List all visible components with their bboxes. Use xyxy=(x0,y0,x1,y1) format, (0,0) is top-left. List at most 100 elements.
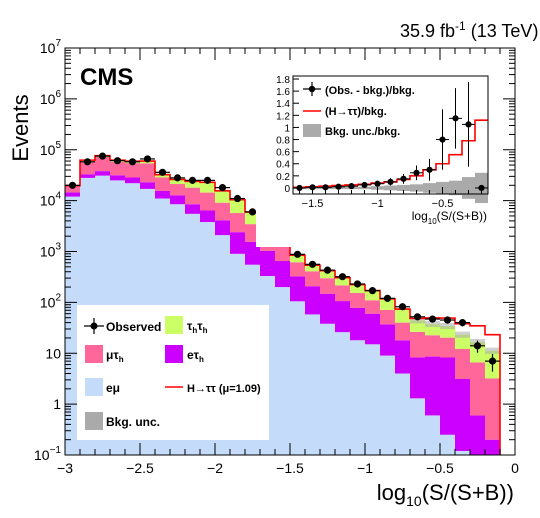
observed-point xyxy=(233,194,242,203)
legend-emu: eμ xyxy=(85,378,120,396)
y-tick-label: 10−1 xyxy=(34,445,61,463)
legend-tautau: τhτh xyxy=(165,316,208,335)
observed-point xyxy=(383,294,392,302)
inset-legend-obs-label: (Obs. - bkg.)/bkg. xyxy=(325,85,415,97)
inset-obs-point xyxy=(439,136,446,143)
stack-bar-tautau xyxy=(440,326,456,338)
inset-obs-point xyxy=(296,184,303,192)
inset-obs-point xyxy=(361,181,368,189)
inset-y-axis: 00.20.40.60.8 11.21.41.61.8 xyxy=(276,75,299,195)
stack-bar-tautau xyxy=(305,265,321,272)
inset-obs-point xyxy=(452,115,459,122)
observed-point xyxy=(113,157,122,165)
bkg-uncertainty-band xyxy=(485,347,500,354)
observed-point xyxy=(368,287,377,295)
legend-bkgunc-label: Bkg. unc. xyxy=(106,415,160,429)
stack-bar-mutau xyxy=(470,362,486,416)
stack-bar-etau xyxy=(380,324,396,356)
inset-bkg-unc-band xyxy=(449,180,462,196)
x-tick-label: −2.5 xyxy=(126,460,154,476)
stack-bar-tautau xyxy=(170,179,186,185)
stack-bar-mutau xyxy=(440,337,456,358)
legend-tautau-label: τhτh xyxy=(187,319,208,335)
inset-y-tick-label: 0 xyxy=(284,184,290,195)
stack-bar-tautau xyxy=(185,181,201,188)
legend-mutau-label: μτh xyxy=(106,348,124,364)
stack-bar-etau xyxy=(410,357,426,399)
stack-bar-etau xyxy=(290,276,306,302)
observed-point xyxy=(488,357,497,365)
stack-bar-etau xyxy=(80,174,96,178)
observed-point xyxy=(353,280,362,288)
x-tick-label: −0.5 xyxy=(426,460,454,476)
stack-bar-mutau xyxy=(350,292,366,308)
stack-bar-mutau xyxy=(335,285,351,302)
inset-obs-point xyxy=(478,184,485,192)
legend-etau-swatch xyxy=(165,345,183,363)
y-tick-label: 103 xyxy=(40,242,62,260)
bkg-uncertainty-band xyxy=(440,322,455,330)
observed-point xyxy=(173,174,182,182)
observed-point xyxy=(323,266,332,274)
stack-bar-tautau xyxy=(350,284,366,293)
stack-bar-etau xyxy=(470,415,486,455)
stack-bar-mutau xyxy=(485,378,501,440)
inset-obs-point xyxy=(335,183,342,190)
stack-bar-mutau xyxy=(200,192,216,211)
legend-signal: H→ττ (μ=1.09) xyxy=(165,383,261,395)
stack-bar-emu xyxy=(440,434,456,455)
stack-bar-tautau xyxy=(290,255,306,263)
y-axis-label: Events xyxy=(8,94,33,161)
inset-observed-layer xyxy=(293,82,488,192)
inset-y-tick-label: 0.6 xyxy=(276,148,290,159)
stack-bar-etau xyxy=(320,293,336,324)
stack-bar-tautau xyxy=(335,277,351,286)
inset-background xyxy=(256,70,501,247)
observed-point xyxy=(398,303,407,311)
stack-bar-etau xyxy=(215,220,231,236)
y-tick-label: 1 xyxy=(53,396,61,412)
observed-point xyxy=(473,342,482,350)
stack-bar-mutau xyxy=(425,335,441,357)
observed-point xyxy=(443,316,452,324)
legend-emu-label: eμ xyxy=(106,381,120,395)
stack-bar-emu xyxy=(455,450,471,455)
inset-obs-point xyxy=(348,183,355,190)
stack-bar-mutau xyxy=(380,309,396,325)
x-tick-label: −1.5 xyxy=(276,460,304,476)
legend: Observed τhτh μτh eτh eμ H→ττ ( xyxy=(77,305,269,440)
observed-point xyxy=(308,260,317,268)
y-tick-label: 106 xyxy=(40,89,62,107)
y-tick-label: 102 xyxy=(40,292,62,310)
stack-bar-etau xyxy=(455,378,471,451)
stack-bar-etau xyxy=(245,241,261,265)
stack-bar-mutau xyxy=(305,271,321,287)
stack-bar-emu xyxy=(380,355,396,455)
stack-bar-etau xyxy=(230,232,246,254)
stack-bar-tautau xyxy=(455,334,471,349)
bkg-uncertainty-band xyxy=(455,331,470,338)
stack-bar-mutau xyxy=(110,161,126,176)
stack-bar-mutau xyxy=(140,163,156,183)
inset-obs-point xyxy=(413,169,420,176)
stack-bar-emu xyxy=(350,340,366,455)
stack-bar-mutau xyxy=(125,163,141,178)
stack-bar-mutau xyxy=(365,300,381,314)
bkg-uncertainty-band xyxy=(425,320,440,328)
inset-y-tick-label: 1 xyxy=(284,123,290,134)
inset-bkg-unc-band xyxy=(397,184,410,191)
inset-bkg-unc-band xyxy=(462,177,475,199)
stack-bar-emu xyxy=(290,301,306,455)
stack-bar-tautau xyxy=(395,309,411,323)
legend-emu-swatch xyxy=(85,378,103,396)
inset-obs-point xyxy=(426,166,433,173)
stack-bar-emu xyxy=(335,332,351,455)
observed-point xyxy=(458,319,467,327)
stack-bar-mutau xyxy=(395,322,411,341)
legend-bkgunc-swatch xyxy=(85,412,103,430)
inset-obs-point xyxy=(387,178,394,185)
y-tick-label: 10 xyxy=(45,345,61,361)
stack-bar-emu xyxy=(425,415,441,455)
observed-point xyxy=(428,315,437,323)
